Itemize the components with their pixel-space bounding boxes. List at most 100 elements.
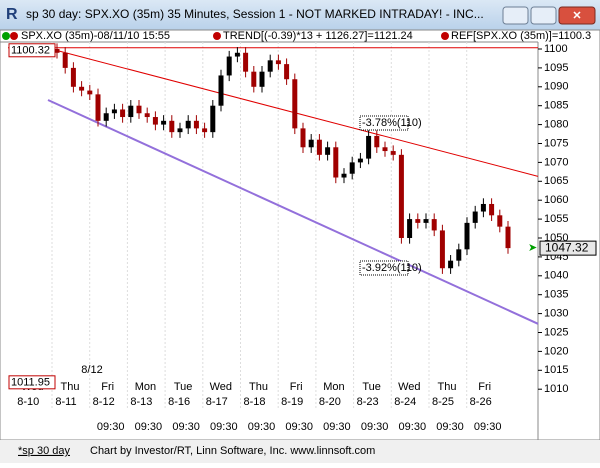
trend-line [47,99,539,325]
candle-body [251,71,257,87]
status-credit: Chart by Investor/RT, Linn Software, Inc… [90,445,375,457]
candle-body [87,90,93,95]
candle-body [259,71,265,87]
y-tick-label: 1055 [544,213,568,225]
candle-body [341,173,347,178]
ref-label: 1100.32 [11,45,50,57]
candle-body [111,109,117,114]
candle-body [366,135,372,159]
x-time-label: 09:30 [172,421,200,433]
candle-body [128,105,134,118]
x-day-label: Thu [438,381,457,393]
x-day-label: Fri [101,381,114,393]
x-marker-label: 8/12 [81,364,102,376]
minimize-button[interactable] [502,6,529,25]
candle-body [489,203,495,216]
candle-body [103,113,109,121]
candle-body [349,162,355,174]
x-day-label: Thu [61,381,80,393]
candle-body [62,52,68,68]
x-date-label: 8-16 [168,396,190,408]
y-tick-label: 1090 [544,81,568,93]
y-tick-label: 1025 [544,326,568,338]
y-tick-label: 1010 [544,383,568,395]
candle-body [456,249,462,261]
candle-body [193,120,199,129]
legend-dot [213,32,221,40]
candle-body [423,219,429,223]
x-date-label: 8-19 [281,396,303,408]
candle-body [226,56,232,76]
legend-entry: TREND[(-0.39)*13 + 1126.27]=1121.24 [223,30,413,42]
legend-dot [2,32,10,40]
candle-body [333,147,339,178]
x-date-label: 8-26 [470,396,492,408]
x-day-label: Fri [478,381,491,393]
candle-body [472,211,478,223]
trend-label-box [359,115,409,131]
candle-body [243,52,249,72]
low-label-box [8,375,56,390]
window-title: sp 30 day: SPX.XO (35m) 35 Minutes, Sess… [26,7,484,21]
x-date-label: 8-23 [357,396,379,408]
candle-body [169,120,175,133]
candle-body [177,128,183,133]
sheet-tab[interactable]: *sp 30 day [18,445,70,457]
candle-body [382,147,388,152]
candle-body [407,219,413,238]
x-date-label: 8-10 [17,396,39,408]
candle-body [144,113,150,118]
candle-body [54,48,60,53]
candle-body [464,222,470,250]
x-time-label: 09:30 [97,421,125,433]
x-day-label: Fri [290,381,303,393]
candle-body [448,260,454,269]
status-bar [0,440,600,463]
last-price-label: 1047.32 [545,240,589,254]
x-date-label: 8-17 [206,396,228,408]
candle-body [308,139,314,148]
legend-entry: SPX.XO (35m)-08/11/10 15:55 [21,30,170,42]
candle-body [415,219,421,223]
x-day-label: Tue [362,381,381,393]
candle-body [316,139,322,155]
maximize-button[interactable] [530,6,557,25]
candle-body [218,75,224,106]
y-tick-label: 1035 [544,289,568,301]
x-date-label: 8-25 [432,396,454,408]
x-time-label: 09:30 [436,421,464,433]
close-icon: ✕ [572,10,581,22]
close-button[interactable] [558,6,596,25]
trend-label-box [359,260,409,276]
legend-entry: REF[SPX.XO (35m)]=1100.3 [451,30,591,42]
x-date-label: 8-20 [319,396,341,408]
candle-body [161,120,167,125]
candle-body [152,117,158,125]
candle-body [70,67,76,87]
last-price-arrow: ➤ [528,242,537,254]
x-time-label: 09:30 [474,421,502,433]
candle-body [79,86,85,91]
last-price-box [539,240,597,256]
candle-body [136,105,142,114]
y-tick-label: 1060 [544,194,568,206]
candle-body [300,128,306,148]
y-tick-label: 1080 [544,118,568,130]
y-tick-label: 1030 [544,307,568,319]
legend-dot [441,32,449,40]
candle-body [275,60,281,65]
candle-body [202,128,208,133]
low-label: 1011.95 [11,377,50,389]
title-bar [0,0,600,30]
candle-body [234,52,240,57]
y-tick-label: 1040 [544,270,568,282]
y-tick-label: 1070 [544,156,568,168]
candle-body [398,154,404,238]
x-day-label: Mon [135,381,156,393]
candle-body [497,215,503,227]
x-time-label: 09:30 [210,421,238,433]
candle-body [267,60,273,72]
y-tick-label: 1020 [544,345,568,357]
legend-dot [10,32,18,40]
